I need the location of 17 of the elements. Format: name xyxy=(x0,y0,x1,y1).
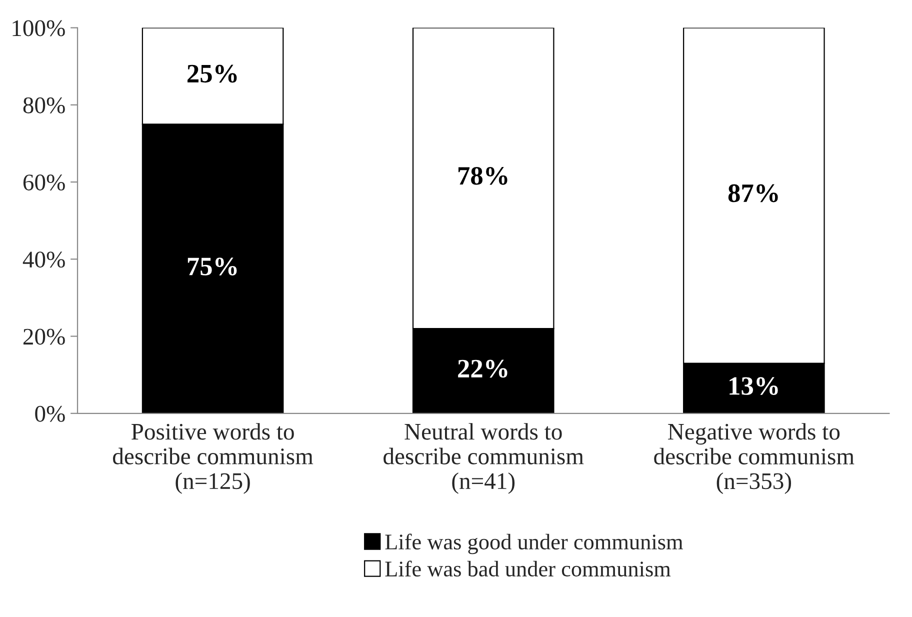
y-tick-label: 80% xyxy=(23,97,65,114)
x-tick-label: Neutral words to describe communism (n=41) xyxy=(384,423,584,494)
legend-label: Life was good under communism xyxy=(385,534,683,554)
text: 87% xyxy=(728,184,778,202)
y-tick-label: 20% xyxy=(23,328,65,345)
legend-label: Life was bad under communism xyxy=(385,560,671,577)
text: 25% xyxy=(188,64,237,83)
text: 78% xyxy=(458,166,508,185)
text: 75% xyxy=(188,258,237,276)
x-tick-label: Positive words to describe communism (n=125) xyxy=(112,423,314,494)
text: 22% xyxy=(458,360,508,378)
y-tick-label: 0% xyxy=(35,406,65,422)
x-tick-label: Negative words to describe communism (n=353) xyxy=(654,423,854,494)
y-tick-label: 40% xyxy=(22,252,65,268)
text: 13% xyxy=(730,377,778,396)
y-tick-label: 60% xyxy=(23,174,65,191)
y-tick-label: 100% xyxy=(12,20,65,36)
